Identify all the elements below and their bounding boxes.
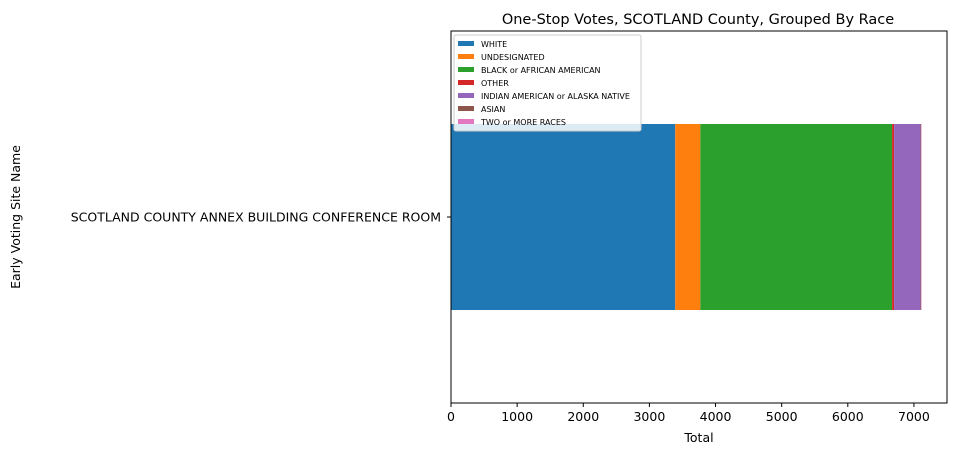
x-tick-label: 0 [447, 409, 455, 424]
legend-swatch [458, 119, 474, 124]
x-tick-label: 4000 [700, 409, 732, 424]
legend-label: UNDESIGNATED [481, 53, 545, 62]
chart-title: One-Stop Votes, SCOTLAND County, Grouped… [502, 12, 894, 28]
bar-black-or-african-american [700, 124, 893, 310]
bars-group [451, 124, 922, 310]
bar-indian-american-or-alaska-native [894, 124, 921, 310]
x-tick-label: 1000 [501, 409, 533, 424]
legend-swatch [458, 106, 474, 111]
legend-swatch [458, 54, 474, 59]
legend-swatch [458, 41, 474, 46]
y-axis-label: Early Voting Site Name [8, 145, 23, 289]
x-tick-label: 6000 [832, 409, 864, 424]
x-tick-label: 2000 [567, 409, 599, 424]
x-axis-label: Total [683, 430, 713, 445]
legend-label: BLACK or AFRICAN AMERICAN [481, 66, 601, 75]
bar-other [892, 124, 895, 310]
legend: WHITE UNDESIGNATED BLACK or AFRICAN AMERIC… [453, 34, 642, 132]
legend-swatch [458, 80, 474, 85]
y-tick-label: SCOTLAND COUNTY ANNEX BUILDING CONFERENC… [71, 210, 441, 225]
legend-swatch [458, 93, 474, 98]
x-tick-label: 5000 [766, 409, 798, 424]
legend-label: OTHER [481, 79, 509, 88]
x-tick-label: 7000 [898, 409, 930, 424]
legend-frame [453, 34, 642, 132]
legend-label: INDIAN AMERICAN or ALASKA NATIVE [481, 92, 630, 101]
legend-swatch [458, 67, 474, 72]
x-tick-label: 3000 [633, 409, 665, 424]
bar-undesignated [675, 124, 701, 310]
y-axis-ticks: SCOTLAND COUNTY ANNEX BUILDING CONFERENC… [71, 210, 451, 225]
x-axis-ticks: 0 1000 2000 3000 4000 5000 6000 7000 [447, 403, 930, 424]
bar-white [451, 124, 676, 310]
legend-label: WHITE [481, 40, 507, 49]
legend-label: ASIAN [481, 105, 505, 114]
legend-label: TWO or MORE RACES [480, 118, 566, 127]
bar-asian [920, 124, 922, 310]
